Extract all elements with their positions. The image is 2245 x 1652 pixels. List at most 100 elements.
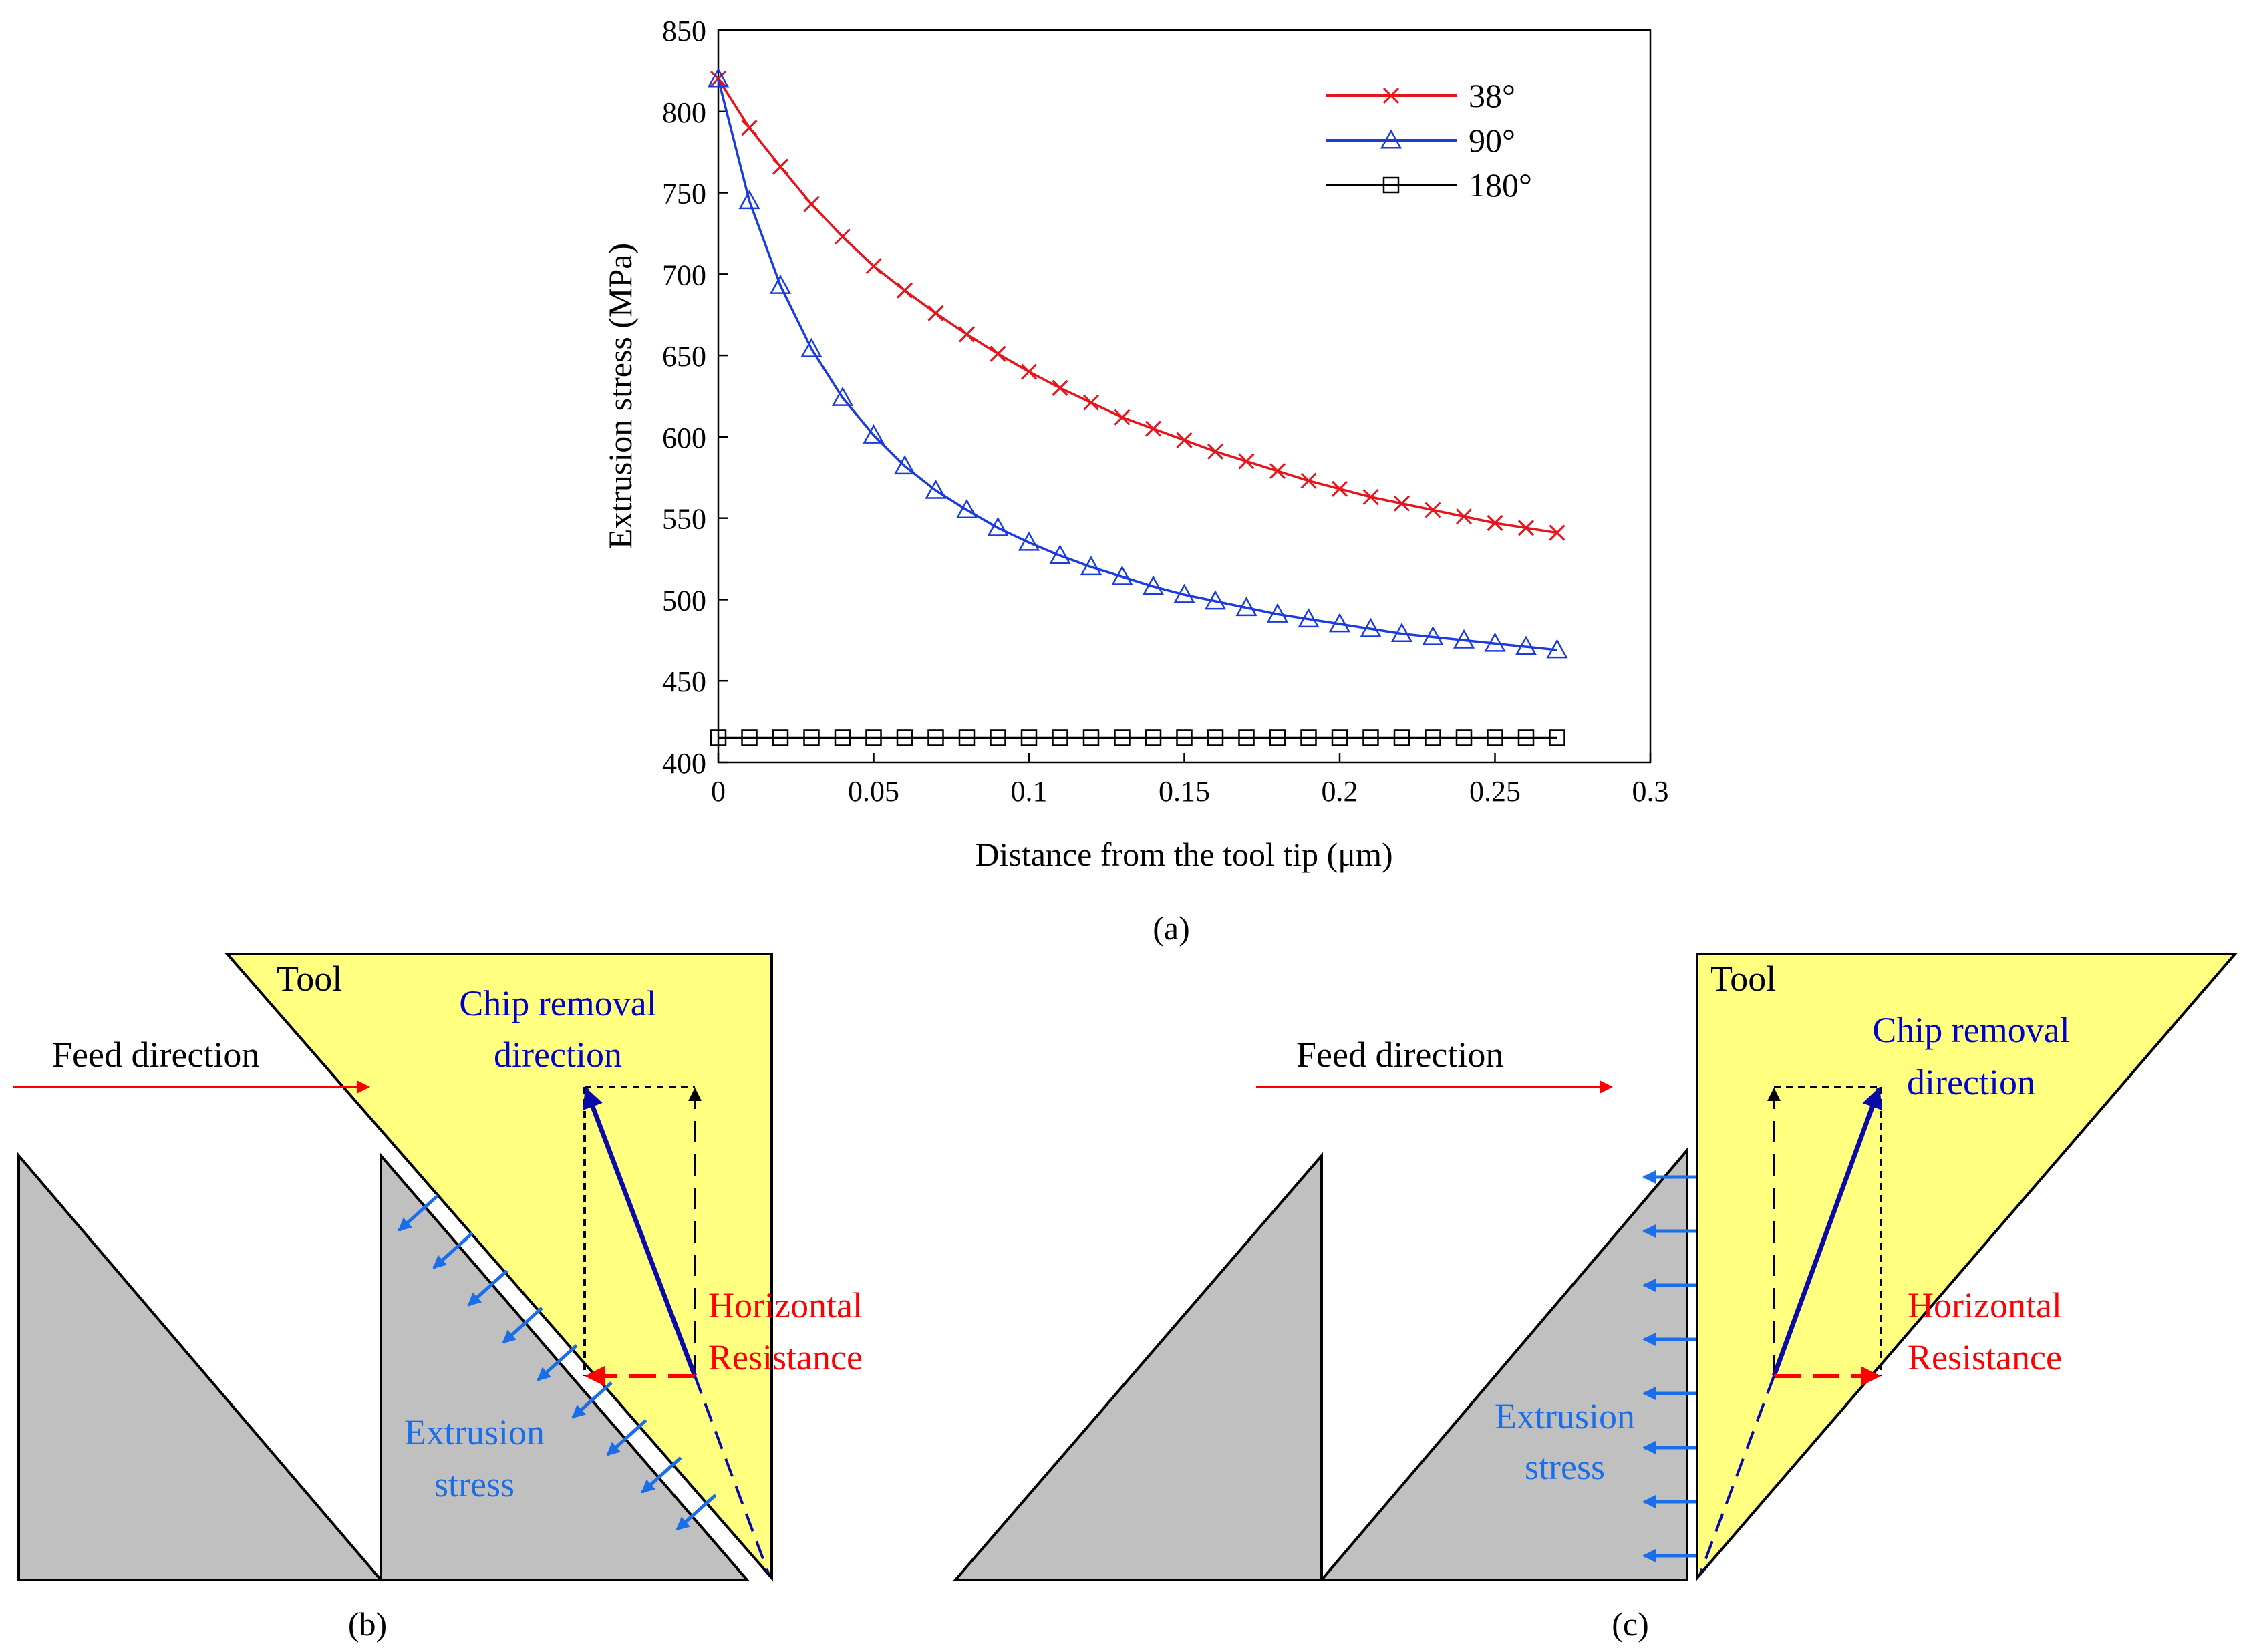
force-extension-dashed-c	[1699, 1375, 1775, 1574]
data-point	[958, 326, 976, 343]
data-point	[1453, 629, 1475, 649]
data-point	[1425, 502, 1441, 518]
data-point	[1142, 575, 1165, 595]
data-point	[803, 729, 820, 746]
x-tick-label: 0.1	[1011, 775, 1048, 808]
data-point	[1269, 462, 1286, 480]
data-point	[769, 274, 792, 294]
data-point	[1422, 625, 1444, 645]
data-point	[1018, 531, 1040, 551]
chip-label-c-line1: Chip removal	[1872, 1010, 2069, 1050]
tool-b	[224, 953, 773, 1582]
data-point	[1393, 729, 1410, 746]
y-tick-label: 500	[662, 584, 706, 617]
y-tick-label: 400	[662, 747, 706, 780]
legend-marker	[1380, 129, 1402, 149]
resistance-label-c-line1: Horizontal	[1908, 1285, 2062, 1325]
data-point	[772, 158, 789, 175]
extrusion-label-b-line1: Extrusion	[404, 1412, 545, 1452]
x-axis-label: Distance from the tool tip (μm)	[975, 836, 1392, 873]
legend-label: 180°	[1469, 166, 1532, 204]
data-point	[1207, 729, 1224, 746]
data-point	[1331, 480, 1348, 497]
chip-removal-arrow-b	[583, 1087, 698, 1377]
data-point	[865, 258, 882, 275]
y-tick-label: 850	[662, 15, 706, 47]
extrusion-stress-arrows-c	[1642, 1170, 1696, 1562]
y-tick-label: 450	[662, 665, 706, 698]
caption-c: (c)	[1612, 1605, 1649, 1643]
data-point	[1269, 729, 1286, 746]
extrusion-stress-arrow	[606, 1419, 647, 1456]
tool-label-c: Tool	[1710, 959, 1776, 999]
data-point	[741, 120, 758, 136]
x-tick-label: 0.05	[848, 775, 899, 808]
x-axis: 0 0.05 0.1 0.15 0.2 0.25 0.3	[711, 753, 1669, 808]
legend-marker	[1382, 87, 1400, 104]
y-tick-label: 550	[662, 503, 706, 536]
data-point	[990, 729, 1006, 746]
data-point	[1176, 729, 1193, 746]
extrusion-label-c-line2: stress	[1525, 1447, 1605, 1487]
y-tick-label: 750	[662, 178, 706, 210]
data-point	[1362, 488, 1379, 506]
chip-label-b-line2: direction	[494, 1035, 622, 1075]
y-tick-label: 800	[662, 96, 706, 129]
data-point	[1362, 729, 1379, 746]
data-point	[990, 345, 1006, 362]
data-point	[896, 282, 913, 299]
legend-label: 90°	[1469, 122, 1515, 159]
data-point	[893, 455, 916, 475]
extrusion-stress-arrow	[467, 1269, 508, 1307]
resistance-label-c-line2: Resistance	[1908, 1337, 2062, 1377]
data-point	[1082, 729, 1100, 746]
data-point	[1487, 514, 1503, 532]
extrusion-stress-arrow	[571, 1381, 613, 1419]
data-point	[1080, 556, 1102, 576]
data-point	[1300, 729, 1317, 746]
extrusion-stress-arrow	[641, 1456, 682, 1494]
series-line	[717, 78, 1557, 534]
extrusion-stress-arrow	[502, 1307, 543, 1344]
chip-removal-arrow-c	[1771, 1087, 1883, 1377]
workpiece-right-b	[380, 1152, 750, 1581]
data-point	[1298, 608, 1320, 628]
legend-marker	[1382, 176, 1400, 194]
data-point	[1145, 420, 1162, 437]
data-point	[1546, 639, 1568, 659]
feed-label-c: Feed direction	[1296, 1035, 1503, 1075]
x-tick-label: 0.25	[1469, 775, 1521, 808]
data-point	[1049, 544, 1071, 564]
panel-b-diagram: Tool Feed direction Chip removal directi…	[13, 953, 863, 1643]
data-point	[1207, 443, 1224, 460]
data-point	[863, 424, 885, 444]
workpiece-right-c	[1318, 1146, 1688, 1581]
chip-label-b-line1: Chip removal	[459, 983, 656, 1023]
data-point	[1487, 729, 1503, 746]
extrusion-label-c-line1: Extrusion	[1495, 1396, 1635, 1436]
data-point	[958, 729, 976, 746]
data-point	[710, 729, 727, 746]
data-point	[896, 729, 913, 746]
data-point	[987, 516, 1009, 536]
tool-label-b: Tool	[277, 959, 342, 999]
legend-label: 38°	[1469, 77, 1515, 114]
extrusion-stress-arrow	[537, 1344, 578, 1381]
data-point	[1515, 635, 1537, 655]
data-point	[1331, 729, 1348, 746]
data-point	[927, 305, 944, 321]
x-tick-label: 0.15	[1159, 775, 1210, 808]
data-point	[741, 729, 758, 746]
y-axis-label: Extrusion stress (MPa)	[601, 243, 639, 549]
data-point	[834, 729, 851, 746]
x-tick-label: 0.2	[1322, 775, 1358, 808]
data-point	[1114, 729, 1131, 746]
extrusion-stress-arrow	[398, 1194, 439, 1232]
data-point	[1176, 432, 1193, 448]
series-1	[707, 67, 1568, 659]
series-0	[710, 71, 1565, 541]
data-point	[1455, 729, 1473, 746]
tool-c	[1696, 953, 2238, 1582]
